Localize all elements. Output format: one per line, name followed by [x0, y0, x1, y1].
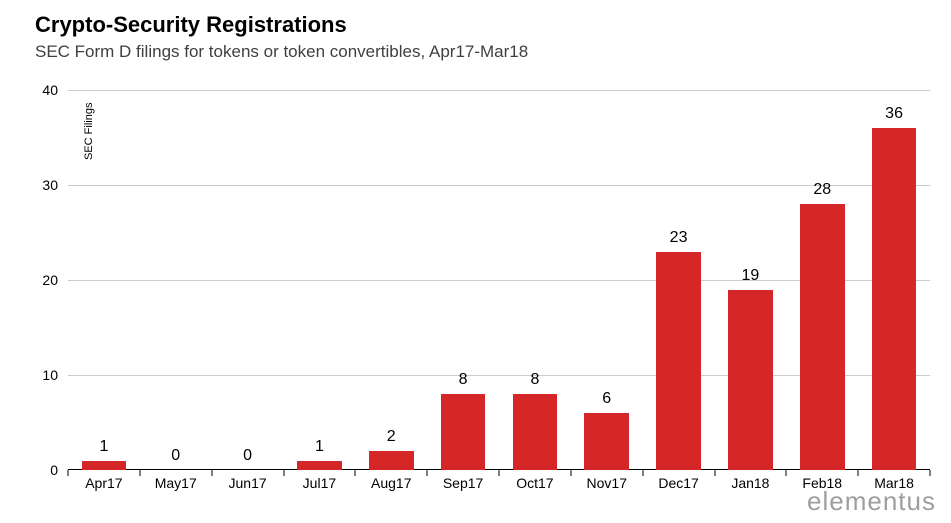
logo-text: elementus [807, 486, 936, 517]
x-category-label: Oct17 [500, 475, 570, 491]
chart-title: Crypto-Security Registrations [35, 12, 347, 38]
bar-value-label: 36 [864, 105, 924, 123]
y-axis-label: SEC Filings [83, 103, 95, 160]
bar [369, 451, 414, 470]
bar [800, 204, 845, 470]
bar-value-label: 2 [361, 428, 421, 446]
y-tick-label: 0 [18, 462, 58, 478]
chart-subtitle: SEC Form D filings for tokens or token c… [35, 42, 528, 62]
chart-container: Crypto-Security Registrations SEC Form D… [0, 0, 951, 523]
bar [728, 290, 773, 471]
y-tick-label: 10 [18, 367, 58, 383]
bar [297, 461, 342, 471]
bar [656, 252, 701, 471]
x-category-label: Jan18 [715, 475, 785, 491]
bar [513, 394, 558, 470]
bar [872, 128, 917, 470]
bar-value-label: 6 [577, 390, 637, 408]
y-tick-label: 40 [18, 82, 58, 98]
bar-value-label: 8 [505, 371, 565, 389]
bar [584, 413, 629, 470]
x-category-label: Aug17 [356, 475, 426, 491]
bar-value-label: 0 [218, 447, 278, 465]
x-category-label: Jun17 [213, 475, 283, 491]
bar-value-label: 23 [649, 229, 709, 247]
x-category-label: Apr17 [69, 475, 139, 491]
x-tick-mark [930, 470, 931, 476]
bar-value-label: 28 [792, 181, 852, 199]
gridline [68, 90, 930, 91]
bar-value-label: 8 [433, 371, 493, 389]
x-category-label: Jul17 [284, 475, 354, 491]
x-category-label: Nov17 [572, 475, 642, 491]
x-category-label: Sep17 [428, 475, 498, 491]
x-category-label: May17 [141, 475, 211, 491]
bar-value-label: 0 [146, 447, 206, 465]
bar-value-label: 1 [74, 438, 134, 456]
x-category-label: Dec17 [644, 475, 714, 491]
bar [441, 394, 486, 470]
bar-value-label: 19 [720, 267, 780, 285]
bar [82, 461, 127, 471]
y-tick-label: 20 [18, 272, 58, 288]
bar-value-label: 1 [289, 438, 349, 456]
plot-area: SEC Filings 0102030401Apr170May170Jun171… [68, 90, 930, 470]
y-tick-label: 30 [18, 177, 58, 193]
